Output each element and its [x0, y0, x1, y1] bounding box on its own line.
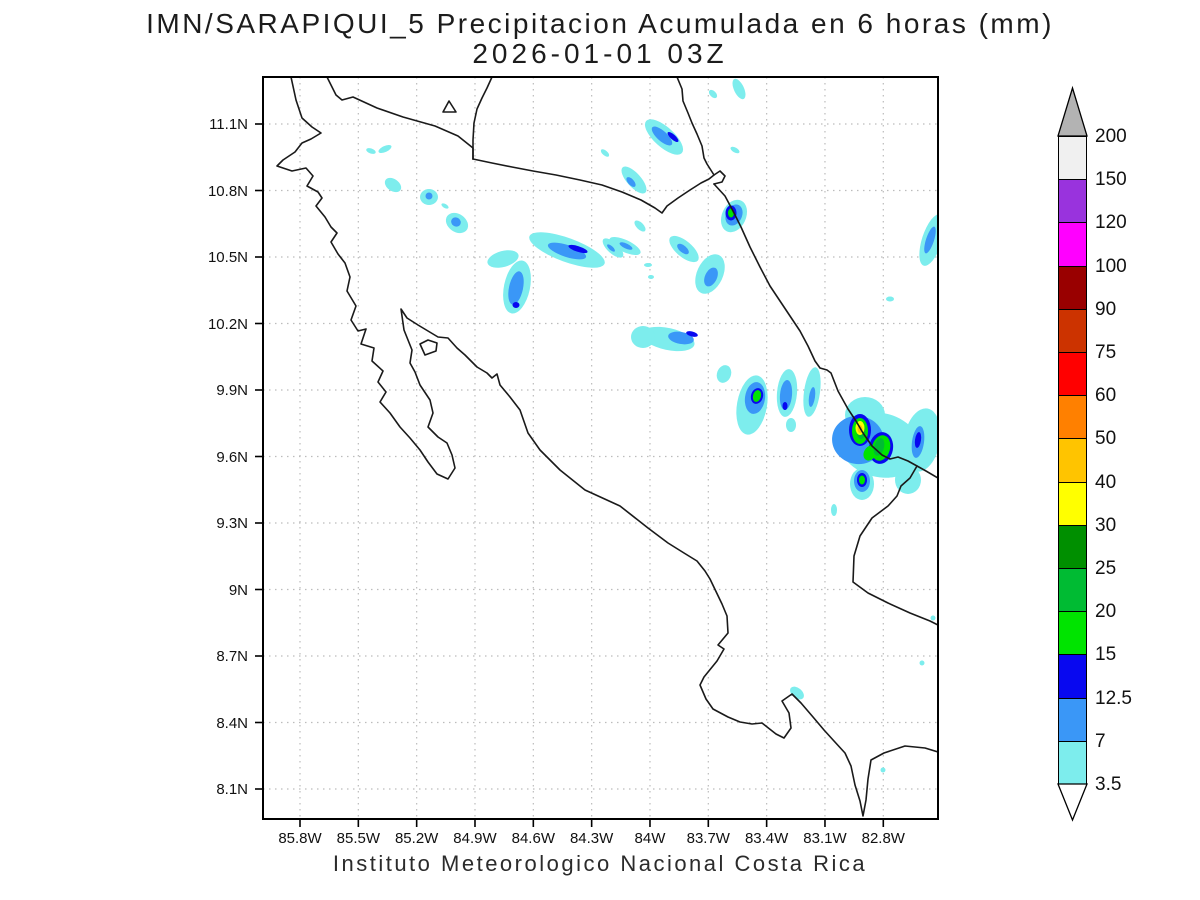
colorbar-level-label: 75	[1095, 342, 1117, 363]
colorbar-level-label: 40	[1095, 471, 1117, 493]
graticule-gridlines	[263, 77, 938, 819]
lat-tick-label: 9.6N	[216, 448, 248, 466]
map-frame	[262, 76, 939, 820]
ometepe-island	[442, 100, 457, 113]
footer-caption: Instituto Meteorologico Nacional Costa R…	[332, 851, 868, 876]
colorbar-level-label: 20	[1095, 601, 1117, 623]
axis-tick-marks	[255, 123, 885, 827]
colorbar-arrow-above-200	[1057, 85, 1088, 137]
lat-tick-label: 9.9N	[216, 382, 248, 399]
colorbar-level-label: 200	[1095, 126, 1127, 147]
caribbean-coast-north	[676, 77, 715, 176]
lat-tick-label: 8.1N	[216, 781, 248, 798]
costa-rica-coastline	[276, 77, 938, 817]
colorbar-segment	[1058, 611, 1087, 656]
colorbar-level-label: 90	[1095, 298, 1117, 320]
lake-nicaragua-west-shore	[326, 77, 474, 160]
lat-tick-label: 10.5N	[207, 249, 248, 266]
colorbar-level-label: 7	[1095, 730, 1106, 752]
lon-tick-label: 85.5W	[336, 830, 380, 847]
colorbar-segment	[1058, 697, 1087, 742]
colorbar-level-label: 12.5	[1095, 687, 1132, 709]
panama-border	[852, 465, 938, 626]
colorbar-segment	[1058, 481, 1087, 526]
colorbar-segment	[1058, 308, 1087, 353]
lat-tick-label: 11.1N	[209, 116, 248, 133]
lat-tick-label: 10.2N	[207, 315, 248, 333]
lon-tick-label: 84.3W	[569, 830, 614, 847]
colorbar-segment	[1058, 265, 1087, 310]
colorbar-arrow-below-3.5	[1057, 783, 1088, 822]
colorbar-segment	[1058, 438, 1087, 483]
nicaragua-border-san-juan	[472, 158, 726, 214]
lon-tick-label: 84W	[634, 830, 666, 847]
colorbar-level-label: 15	[1095, 644, 1117, 666]
lat-tick-label: 8.7N	[216, 648, 248, 665]
lat-tick-label: 9N	[228, 581, 248, 599]
lon-tick-label: 83.4W	[744, 830, 789, 847]
colorbar-segment	[1058, 395, 1087, 440]
colorbar-level-label: 50	[1095, 428, 1117, 450]
map-title: IMN/SARAPIQUI_5 Precipitacion Acumulada …	[146, 8, 1054, 39]
colorbar-level-label: 3.5	[1095, 774, 1122, 795]
colorbar-segment	[1058, 136, 1087, 181]
lat-tick-label: 10.8N	[207, 182, 248, 200]
colorbar-level-label: 100	[1095, 255, 1127, 277]
colorbar-level-label: 150	[1095, 169, 1127, 191]
lat-tick-label: 8.4N	[216, 714, 248, 732]
chira-island	[419, 339, 438, 356]
lon-tick-label: 85.2W	[394, 830, 439, 847]
lon-tick-label: 84.6W	[511, 830, 555, 847]
lon-tick-label: 85.8W	[278, 830, 322, 847]
precipitation-shading	[366, 78, 938, 773]
lon-tick-label: 84.9W	[453, 830, 497, 847]
colorbar-level-label: 60	[1095, 385, 1117, 407]
lake-nicaragua-east-shore	[472, 77, 493, 160]
lon-tick-label: 83.1W	[803, 830, 847, 847]
lon-tick-label: 83.7W	[686, 830, 730, 847]
lon-tick-label: 82.8W	[861, 830, 905, 847]
map-valid-time: 2026-01-01 03Z	[472, 38, 728, 69]
colorbar-level-label: 25	[1095, 558, 1117, 579]
colorbar-level-label: 30	[1095, 514, 1117, 536]
coastline-borders	[276, 77, 938, 817]
colorbar-level-label: 120	[1095, 212, 1127, 234]
colorbar-segment	[1058, 179, 1087, 224]
caribbean-coast-costa-rica	[713, 183, 938, 479]
lat-tick-label: 9.3N	[216, 515, 248, 532]
colorbar-segment	[1058, 740, 1087, 785]
